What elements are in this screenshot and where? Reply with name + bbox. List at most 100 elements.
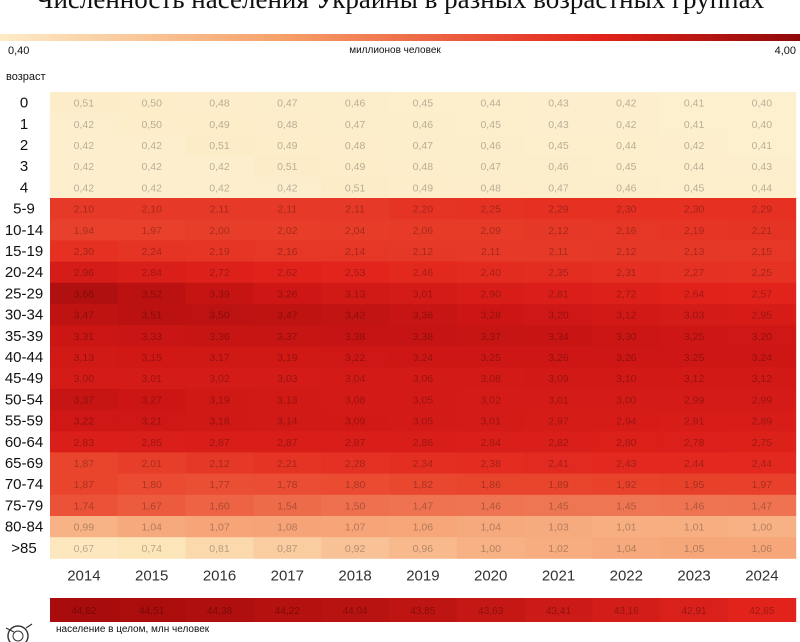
cell-value: 2,90 xyxy=(480,288,501,300)
heatmap-cell xyxy=(660,261,729,284)
cell-value: 3,31 xyxy=(74,331,95,343)
cell-value: 2,84 xyxy=(480,437,501,449)
cell-value: 0,46 xyxy=(480,140,501,152)
heatmap-cell xyxy=(728,325,797,347)
heatmap-cell xyxy=(321,431,390,453)
cell-value: 0,42 xyxy=(141,161,162,173)
cell-value: 0,50 xyxy=(141,98,162,110)
heatmap-cell xyxy=(321,219,390,241)
heatmap-cell xyxy=(117,134,186,156)
cell-value: 0,42 xyxy=(74,161,95,173)
heatmap-cell xyxy=(50,155,119,178)
heatmap-cell xyxy=(117,367,186,390)
cell-value: 3,12 xyxy=(616,310,637,322)
heatmap-cell xyxy=(50,92,119,114)
heatmap-cell xyxy=(456,452,525,474)
heatmap-cell xyxy=(592,431,661,453)
cell-value: 2,12 xyxy=(209,458,230,470)
heatmap-cell xyxy=(321,388,390,411)
heatmap-cell xyxy=(50,473,119,496)
heatmap-cell xyxy=(524,537,593,559)
cell-value: 1,97 xyxy=(752,479,773,491)
heatmap-cell xyxy=(321,410,390,432)
cell-value: 0,48 xyxy=(413,161,434,173)
heatmap-cell xyxy=(524,176,593,199)
cell-value: 1,06 xyxy=(413,522,434,534)
cell-value: 3,37 xyxy=(480,331,501,343)
cell-value: 2,30 xyxy=(74,246,95,258)
year-label: 2017 xyxy=(271,567,304,584)
heatmap-cell xyxy=(117,113,186,135)
cell-value: 0,42 xyxy=(209,182,230,194)
heatmap-cell xyxy=(321,240,390,262)
cell-value: 3,15 xyxy=(141,352,162,364)
cell-value: 0,44 xyxy=(752,182,773,194)
heatmap-cell xyxy=(185,494,254,517)
total-cell xyxy=(728,598,797,622)
cell-value: 1,89 xyxy=(548,479,569,491)
cell-value: 1,00 xyxy=(752,522,773,534)
heatmap-cell xyxy=(389,452,458,474)
heatmap-cell xyxy=(728,282,797,305)
cell-value: 2,25 xyxy=(752,267,773,279)
cell-value: 0,49 xyxy=(209,119,230,131)
cell-value: 1,01 xyxy=(616,522,637,534)
logo-icon xyxy=(5,623,33,642)
cell-value: 0,45 xyxy=(413,98,434,110)
cell-value: 1,05 xyxy=(684,543,705,555)
cell-value: 1,08 xyxy=(277,522,298,534)
cell-value: 2,09 xyxy=(480,225,501,237)
total-value: 42,65 xyxy=(749,606,774,617)
cell-value: 3,20 xyxy=(752,331,773,343)
cell-value: 1,80 xyxy=(345,479,366,491)
heatmap-cell xyxy=(660,282,729,305)
cell-value: 0,40 xyxy=(752,98,773,110)
heatmap-cell xyxy=(389,473,458,496)
cell-value: 0,47 xyxy=(480,161,501,173)
heatmap-cell xyxy=(117,92,186,114)
heatmap-cell xyxy=(50,282,119,305)
age-label: 0 xyxy=(20,95,28,112)
heatmap-cell xyxy=(524,304,593,326)
cell-value: 2,11 xyxy=(277,204,297,216)
cell-value: 3,17 xyxy=(209,352,230,364)
year-label: 2018 xyxy=(338,567,371,584)
heatmap-cell xyxy=(389,367,458,390)
cell-value: 0,43 xyxy=(548,98,569,110)
heatmap-cell xyxy=(456,325,525,347)
age-label: 55-59 xyxy=(5,413,43,430)
age-label: 50-54 xyxy=(5,391,43,408)
total-cell xyxy=(389,598,458,622)
cell-value: 1,82 xyxy=(413,479,434,491)
heatmap-cell xyxy=(253,516,322,538)
heatmap-cell xyxy=(117,410,186,432)
heatmap-cell xyxy=(592,219,661,241)
heatmap-cell xyxy=(660,537,729,559)
heatmap-cell xyxy=(50,516,119,538)
heatmap-cell xyxy=(660,346,729,368)
heatmap-cell xyxy=(117,198,186,220)
cell-value: 3,00 xyxy=(74,373,95,385)
heatmap-cell xyxy=(524,388,593,411)
cell-value: 3,25 xyxy=(684,352,705,364)
heatmap-cell xyxy=(389,134,458,156)
heatmap-cell xyxy=(50,240,119,262)
cell-value: 1,86 xyxy=(480,479,501,491)
heatmap-cell xyxy=(389,304,458,326)
heatmap-cell xyxy=(253,92,322,114)
heatmap-cell xyxy=(389,92,458,114)
cell-value: 3,03 xyxy=(277,373,298,385)
heatmap-cell xyxy=(321,494,390,517)
cell-value: 0,81 xyxy=(209,543,230,555)
heatmap-cell xyxy=(456,304,525,326)
heatmap-cell xyxy=(117,304,186,326)
heatmap-cell xyxy=(660,92,729,114)
heatmap-cell xyxy=(456,113,525,135)
cell-value: 1,01 xyxy=(684,522,705,534)
heatmap-cell xyxy=(592,367,661,390)
year-label: 2014 xyxy=(67,567,100,584)
age-label: 4 xyxy=(20,179,28,196)
heatmap-cell xyxy=(389,431,458,453)
heatmap-cell xyxy=(50,367,119,390)
heatmap-cell xyxy=(389,176,458,199)
